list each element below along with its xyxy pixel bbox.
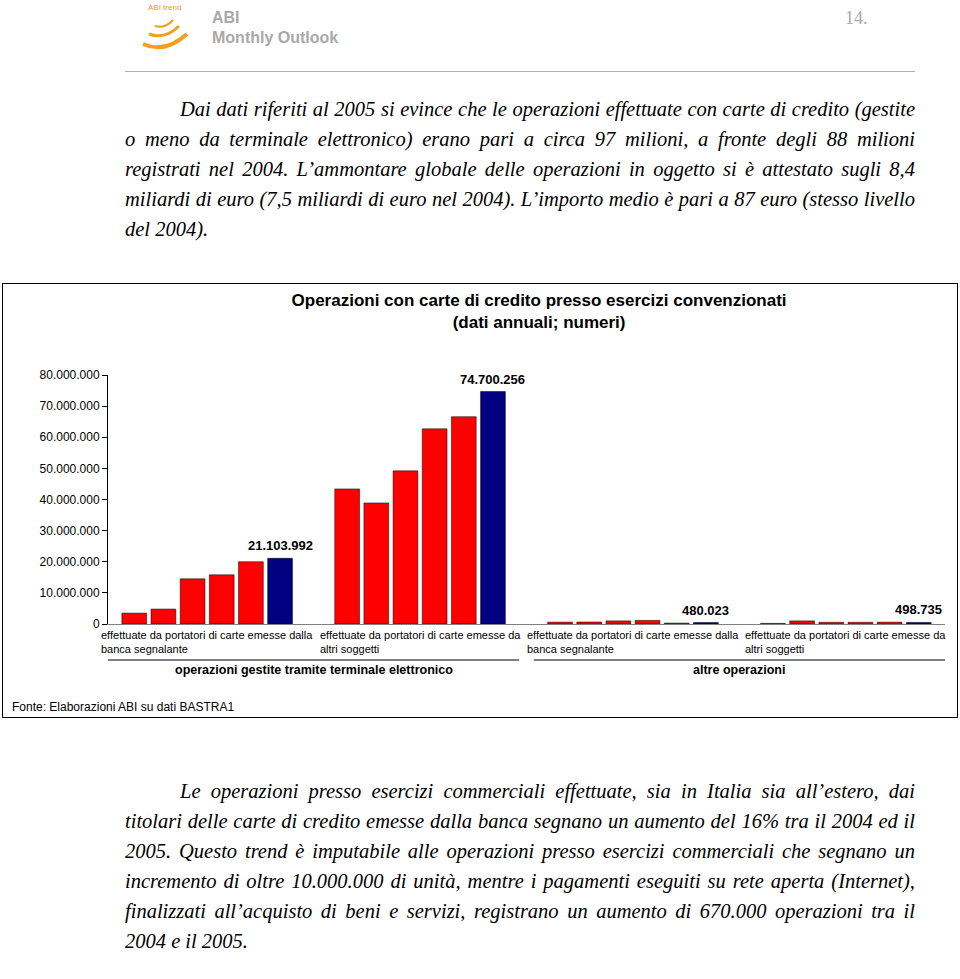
html-text:ABI: ABI <box>212 9 240 26</box>
svg-text:20.000.000: 20.000.000 <box>40 555 100 569</box>
svg-text:480.023: 480.023 <box>682 603 729 618</box>
svg-text:effettuate da portatori di car: effettuate da portatori di carte emesse … <box>745 629 946 655</box>
svg-text:effettuate da portatori di car: effettuate da portatori di carte emesse … <box>101 629 313 655</box>
svg-text:50.000.000: 50.000.000 <box>40 462 100 476</box>
svg-text:60.000.000: 60.000.000 <box>40 430 100 444</box>
svg-text:80.000.000: 80.000.000 <box>40 368 100 382</box>
svg-text:498.735: 498.735 <box>895 602 942 617</box>
svg-text:Operazioni con carte di credit: Operazioni con carte di credito presso e… <box>292 291 787 332</box>
svg-text:0: 0 <box>93 617 100 631</box>
svg-text:70.000.000: 70.000.000 <box>40 399 100 413</box>
html-text:14.: 14. <box>845 8 868 28</box>
html-text:Le operazioni presso esercizi: Le operazioni presso esercizi commercial… <box>125 780 915 952</box>
svg-text:74.700.256: 74.700.256 <box>460 372 525 387</box>
html-text:Fonte: Elaborazioni ABI su dat: Fonte: Elaborazioni ABI su dati BASTRA1 <box>12 700 235 714</box>
svg-text:effettuate da portatori di car: effettuate da portatori di carte emesse … <box>320 629 521 655</box>
svg-text:21.103.992: 21.103.992 <box>248 538 313 553</box>
svg-text:40.000.000: 40.000.000 <box>40 493 100 507</box>
svg-text:altre operazioni: altre operazioni <box>693 663 785 677</box>
html-text:ABI trend: ABI trend <box>148 3 182 12</box>
svg-text:operazioni gestite tramite ter: operazioni gestite tramite terminale ele… <box>175 663 453 677</box>
svg-text:effettuate da portatori di car: effettuate da portatori di carte emesse … <box>527 629 739 655</box>
html-text:Dai dati riferiti al 2005 si e: Dai dati riferiti al 2005 si evince che … <box>125 98 915 240</box>
svg-text:30.000.000: 30.000.000 <box>40 524 100 538</box>
html-text:Monthly Outlook: Monthly Outlook <box>212 29 339 46</box>
svg-text:10.000.000: 10.000.000 <box>40 586 100 600</box>
